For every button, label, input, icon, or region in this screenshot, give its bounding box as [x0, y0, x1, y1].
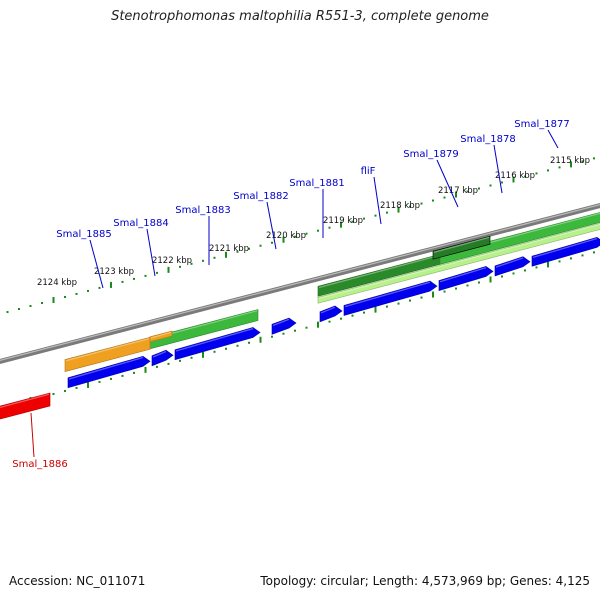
ruler-label: 2122 kbp: [152, 256, 192, 266]
gene-label[interactable]: fliF: [361, 166, 376, 177]
gene-label[interactable]: Smal_1884: [113, 218, 168, 229]
cds-arrow: [494, 256, 531, 277]
ruler-label: 2115 kbp: [550, 156, 590, 166]
feature-lime-shine: [318, 223, 600, 300]
gene-label[interactable]: Smal_1877: [514, 119, 569, 130]
gene-label[interactable]: Smal_1885: [56, 229, 111, 240]
ruler-label: 2124 kbp: [37, 278, 77, 288]
gene-label[interactable]: Smal_1881: [289, 178, 344, 189]
feature-dark-green-shine: [433, 236, 490, 253]
cds-arrow-shine: [439, 267, 487, 283]
cds-arrow-shine: [532, 237, 598, 259]
label-layer: 2115 kbp 2116 kbp 2117 kbp 2118 kbp 2119 kbp…: [12, 119, 590, 470]
genome-backbone-highlight: [0, 203, 600, 362]
cds-arrow: [343, 280, 438, 316]
cds-arrow: [67, 355, 151, 389]
genome-summary-text: Topology: circular; Length: 4,573,969 bp…: [260, 574, 590, 588]
gene-label[interactable]: Smal_1878: [460, 134, 515, 145]
tick-layer: [6, 157, 595, 408]
gene-leader-line: [373, 176, 382, 225]
feature-layer: [0, 212, 600, 420]
cds-arrow: [174, 327, 261, 361]
gene-leader-line: [89, 239, 104, 289]
gene-label[interactable]: Smal_1883: [175, 205, 230, 216]
cds-arrow: [271, 317, 297, 335]
gene-leader-line: [30, 412, 35, 458]
gene-leader-line: [146, 228, 156, 277]
cds-arrow-shine: [320, 306, 336, 314]
ruler-label: 2116 kbp: [495, 171, 535, 181]
backbone-layer: [0, 203, 600, 364]
feature-lime: [317, 223, 600, 304]
gene-leader-line: [436, 159, 459, 208]
gene-label[interactable]: Smal_1882: [233, 191, 288, 202]
gene-label[interactable]: Smal_1879: [403, 149, 458, 160]
feature-dark-green: [432, 235, 491, 260]
cds-arrow-shine: [152, 350, 167, 358]
feature-orange-shine: [150, 331, 172, 339]
accession-text: Accession: NC_011071: [9, 574, 146, 588]
ruler-label: 2121 kbp: [209, 244, 249, 254]
ruler-label: 2119 kbp: [323, 216, 363, 226]
feature-green: [439, 212, 600, 265]
cds-arrow: [438, 266, 494, 291]
ruler-label: 2117 kbp: [438, 186, 478, 196]
gene-leader-line: [547, 129, 559, 149]
feature-dark-green-shine: [318, 254, 440, 289]
feature-red: [0, 392, 51, 420]
cds-arrow: [531, 237, 600, 267]
cds-arrow-shine: [344, 281, 431, 308]
genome-backbone: [0, 203, 600, 364]
feature-orange-shine: [65, 337, 150, 362]
cds-arrow-shine: [495, 257, 524, 268]
cds-arrow-shine: [68, 356, 144, 380]
feature-red-shine: [0, 393, 50, 409]
cds-arrow-shine: [272, 318, 290, 327]
gene-label[interactable]: Smal_1886: [12, 459, 67, 470]
gene-leader-line: [266, 201, 277, 250]
cds-arrow: [151, 349, 174, 367]
map-title: Stenotrophomonas maltophilia R551-3, com…: [111, 9, 489, 24]
feature-orange: [149, 330, 173, 343]
ruler-label: 2123 kbp: [94, 267, 134, 277]
ruler-label: 2120 kbp: [266, 231, 306, 241]
feature-orange: [64, 336, 151, 372]
ruler-label: 2118 kbp: [380, 201, 420, 211]
cds-arrow-shine: [175, 328, 254, 352]
cds-arrow: [319, 305, 343, 323]
gene-leader-line: [493, 144, 503, 194]
